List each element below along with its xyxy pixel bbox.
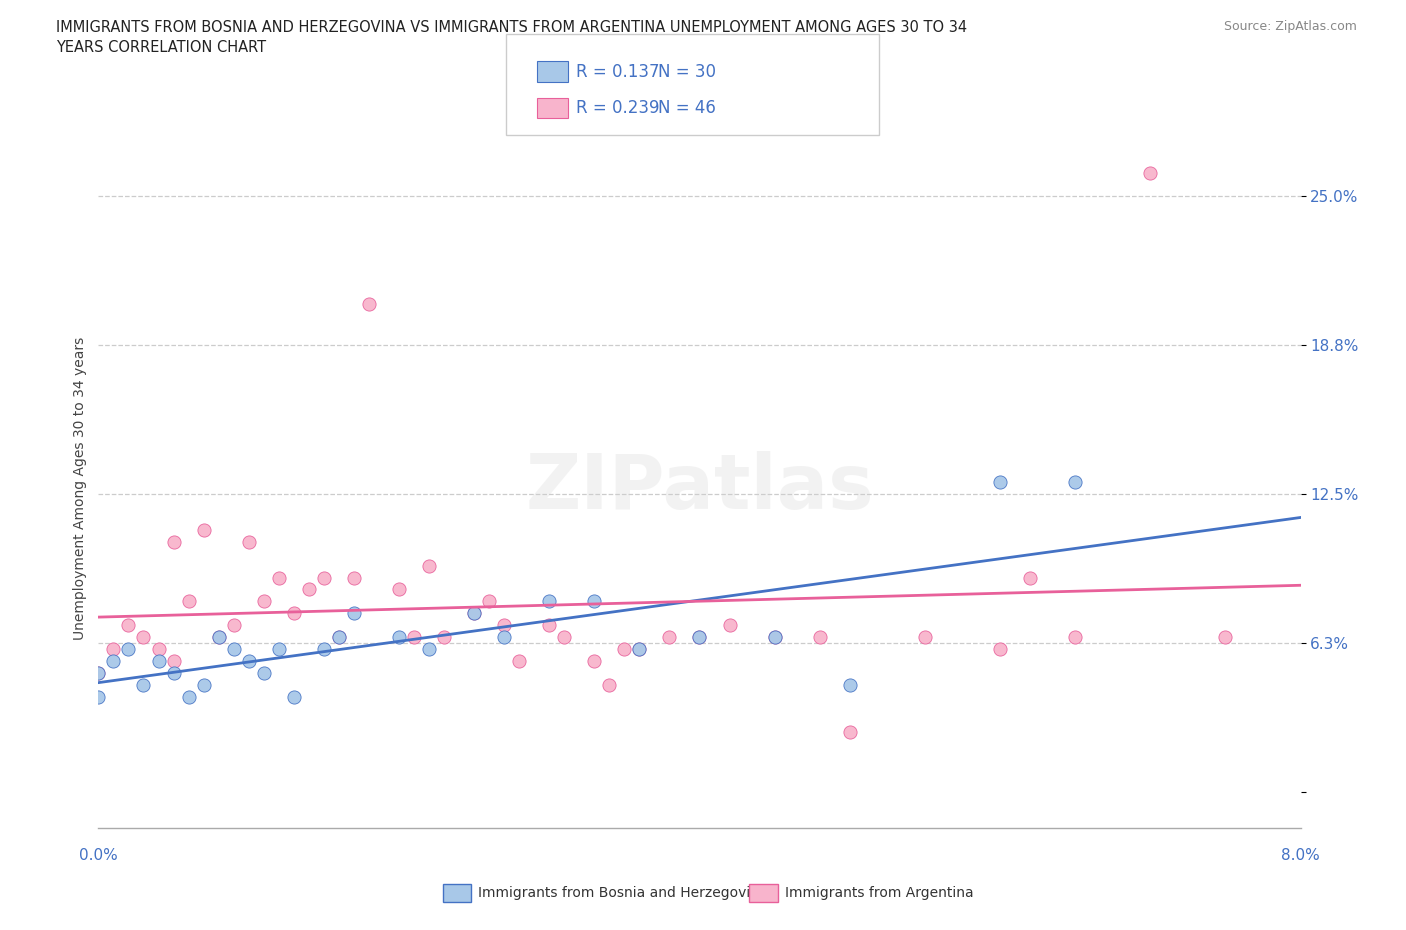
Point [1064,475,1087,490]
Point [613,642,636,657]
Point [148,654,170,669]
Point [402,630,425,644]
Text: R = 0.137: R = 0.137 [576,62,659,81]
Point [267,570,290,585]
Point [208,630,231,644]
Point [162,666,184,681]
Point [222,618,245,632]
Text: YEARS CORRELATION CHART: YEARS CORRELATION CHART [56,40,266,55]
Point [193,523,215,538]
Point [312,642,335,657]
Point [103,642,125,657]
Point [132,630,155,644]
Point [763,630,786,644]
Point [598,677,620,692]
Text: 0.0%: 0.0% [79,848,118,863]
Point [238,535,260,550]
Point [87,689,110,704]
Point [418,642,440,657]
Point [583,654,606,669]
Text: R = 0.239: R = 0.239 [576,99,659,117]
Point [628,642,651,657]
Point [328,630,350,644]
Point [494,630,516,644]
Point [1215,630,1237,644]
Point [763,630,786,644]
Point [177,689,200,704]
Point [87,666,110,681]
Point [283,605,305,620]
Point [838,725,860,740]
Point [628,642,651,657]
Text: IMMIGRANTS FROM BOSNIA AND HERZEGOVINA VS IMMIGRANTS FROM ARGENTINA UNEMPLOYMENT: IMMIGRANTS FROM BOSNIA AND HERZEGOVINA V… [56,20,967,35]
Text: Immigrants from Argentina: Immigrants from Argentina [785,885,973,900]
Point [388,582,411,597]
Point [988,475,1011,490]
Point [193,677,215,692]
Point [914,630,936,644]
Point [162,654,184,669]
Y-axis label: Unemployment Among Ages 30 to 34 years: Unemployment Among Ages 30 to 34 years [73,337,87,640]
Point [177,594,200,609]
Point [988,642,1011,657]
Point [253,666,276,681]
Text: Source: ZipAtlas.com: Source: ZipAtlas.com [1223,20,1357,33]
Point [328,630,350,644]
Point [538,594,561,609]
Point [718,618,741,632]
Text: N = 30: N = 30 [658,62,716,81]
Text: N = 46: N = 46 [658,99,716,117]
Point [388,630,411,644]
Point [103,654,125,669]
Point [267,642,290,657]
Text: ZIPatlas: ZIPatlas [526,451,873,525]
Point [238,654,260,669]
Point [463,605,485,620]
Point [1064,630,1087,644]
Point [808,630,831,644]
Point [688,630,710,644]
Point [508,654,530,669]
Point [688,630,710,644]
Point [357,296,380,311]
Point [298,582,321,597]
Point [148,642,170,657]
Point [343,570,366,585]
Point [1019,570,1042,585]
Point [658,630,681,644]
Text: 8.0%: 8.0% [1281,848,1320,863]
Point [838,677,860,692]
Point [222,642,245,657]
Point [433,630,456,644]
Point [117,618,139,632]
Point [1139,166,1161,180]
Point [253,594,276,609]
Point [312,570,335,585]
Point [538,618,561,632]
Point [117,642,139,657]
Point [132,677,155,692]
Point [418,558,440,573]
Point [283,689,305,704]
Point [208,630,231,644]
Point [583,594,606,609]
Point [494,618,516,632]
Point [463,605,485,620]
Point [87,666,110,681]
Text: Immigrants from Bosnia and Herzegovina: Immigrants from Bosnia and Herzegovina [478,885,768,900]
Point [343,605,366,620]
Point [162,535,184,550]
Point [553,630,575,644]
Point [478,594,501,609]
